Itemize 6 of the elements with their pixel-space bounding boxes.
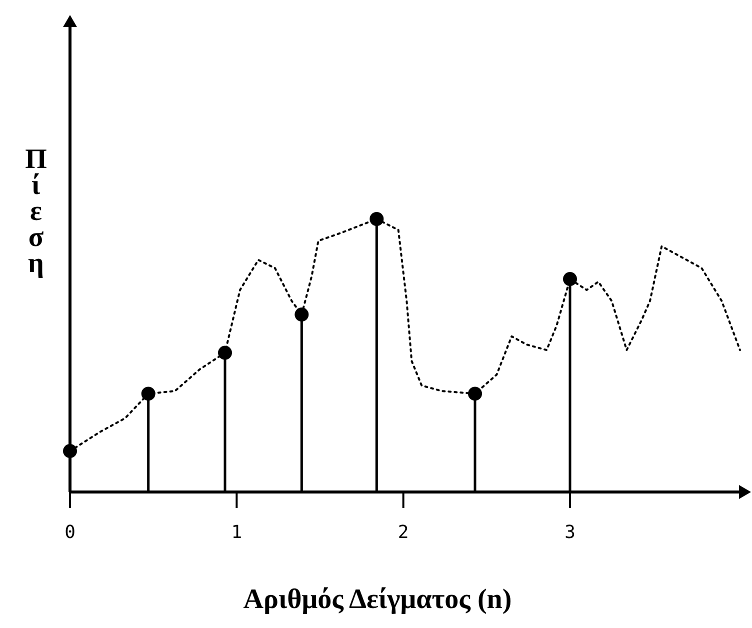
x-tick-label: 2 [398, 522, 409, 543]
y-axis-title: Πίεση [25, 144, 48, 279]
x-tick-label: 3 [564, 522, 576, 543]
x-tick-label: 1 [231, 522, 242, 543]
x-axis-title: Αριθμός Δείγματος (n) [243, 584, 512, 615]
x-tick-label: 0 [64, 522, 76, 543]
